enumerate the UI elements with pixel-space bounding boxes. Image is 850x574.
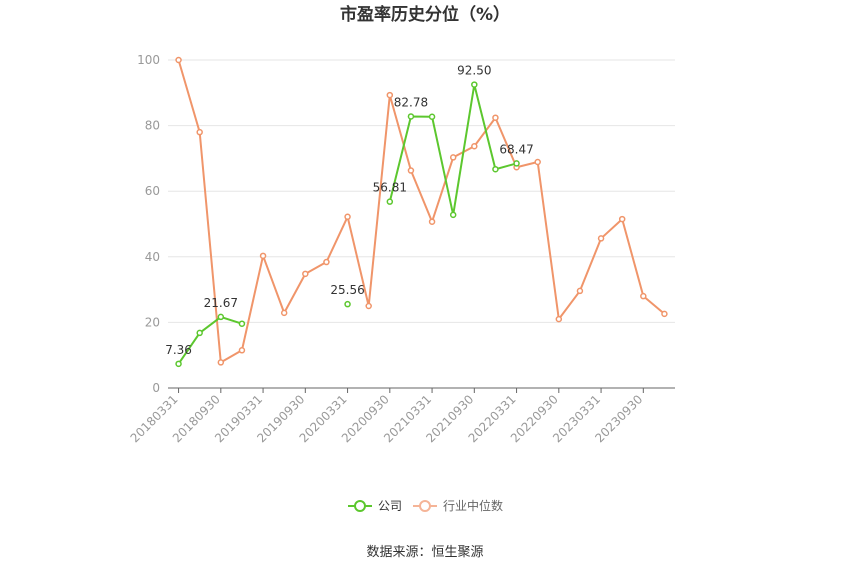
data-label-company-20220331: 68.47 [499, 142, 533, 156]
data-label-company-20200331: 25.56 [330, 283, 364, 297]
point-industry-20230930[interactable] [640, 292, 647, 300]
chart-title: 市盈率历史分位（%） [340, 4, 510, 25]
y-tick-label-40: 40 [145, 250, 160, 264]
data-label-company-20200930: 56.81 [373, 181, 407, 195]
series-line-industry-0 [177, 59, 666, 364]
data-source: 数据来源：恒生聚源 [366, 545, 483, 560]
point-industry-20191231[interactable] [323, 258, 330, 266]
legend-label-company: 公司 [378, 499, 402, 513]
series-line-company-0 [177, 315, 243, 365]
legend-marker-industry [419, 500, 431, 512]
point-industry-20210331[interactable] [428, 218, 436, 225]
point-company-20200930[interactable] [386, 198, 394, 205]
point-industry-20201231[interactable] [407, 167, 415, 174]
point-industry-20190331[interactable] [259, 252, 267, 260]
series-company [175, 81, 520, 368]
point-industry-20220930[interactable] [555, 315, 563, 323]
point-industry-20221231[interactable] [576, 287, 584, 295]
point-industry-20231231[interactable] [661, 310, 668, 318]
point-industry-20211231[interactable] [492, 114, 499, 121]
data-label-company-20210930: 92.50 [457, 64, 491, 78]
point-industry-20220630[interactable] [534, 158, 541, 166]
point-industry-20210630[interactable] [449, 154, 457, 161]
y-tick-label-20: 20 [145, 315, 160, 329]
point-industry-20210930[interactable] [471, 143, 478, 150]
data-label-company-20180331: 7.36 [165, 343, 192, 357]
point-company-20211231[interactable] [492, 165, 499, 173]
point-industry-20180331[interactable] [175, 56, 182, 64]
point-industry-20200630[interactable] [365, 302, 372, 310]
y-tick-label-60: 60 [145, 184, 160, 198]
y-tick-label-100: 100 [137, 53, 160, 67]
point-industry-20200331[interactable] [344, 213, 351, 221]
point-industry-20180630[interactable] [196, 128, 203, 136]
point-company-20201231[interactable] [407, 113, 415, 120]
grid-layer [168, 59, 675, 323]
data-label-company-20201231: 82.78 [394, 95, 428, 109]
point-industry-20200930[interactable] [386, 91, 394, 99]
point-industry-20230630[interactable] [618, 215, 626, 223]
series-layer [175, 56, 668, 368]
legend-item-industry[interactable]: 行业中位数 [413, 498, 503, 513]
point-industry-20181231[interactable] [238, 347, 246, 354]
point-company-20210331[interactable] [428, 113, 436, 120]
point-industry-20190630[interactable] [280, 309, 288, 317]
point-company-20180331[interactable] [175, 360, 182, 368]
point-company-20180630[interactable] [196, 329, 203, 337]
point-industry-20230331[interactable] [597, 235, 605, 242]
series-industry-median [175, 56, 668, 366]
legend[interactable]: 公司 行业中位数 [348, 498, 503, 513]
point-company-20181231[interactable] [238, 320, 246, 327]
point-industry-20180930[interactable] [217, 359, 225, 366]
legend-item-company[interactable]: 公司 [348, 499, 402, 513]
data-label-layer: 7.36 21.67 25.56 56.81 82.78 92.50 68.47 [165, 64, 534, 357]
y-tick-label-0: 0 [152, 381, 160, 395]
y-tick-label-80: 80 [145, 119, 160, 133]
legend-label-industry: 行业中位数 [443, 498, 503, 513]
point-industry-20190930[interactable] [302, 270, 309, 278]
point-company-20200331[interactable] [344, 300, 351, 308]
point-company-20210930[interactable] [471, 81, 478, 88]
data-label-company-20180930: 21.67 [204, 296, 238, 310]
point-company-20180930[interactable] [217, 313, 225, 321]
legend-marker-company [354, 500, 366, 512]
point-company-20210630[interactable] [449, 211, 457, 219]
point-company-20220331[interactable] [513, 160, 520, 167]
